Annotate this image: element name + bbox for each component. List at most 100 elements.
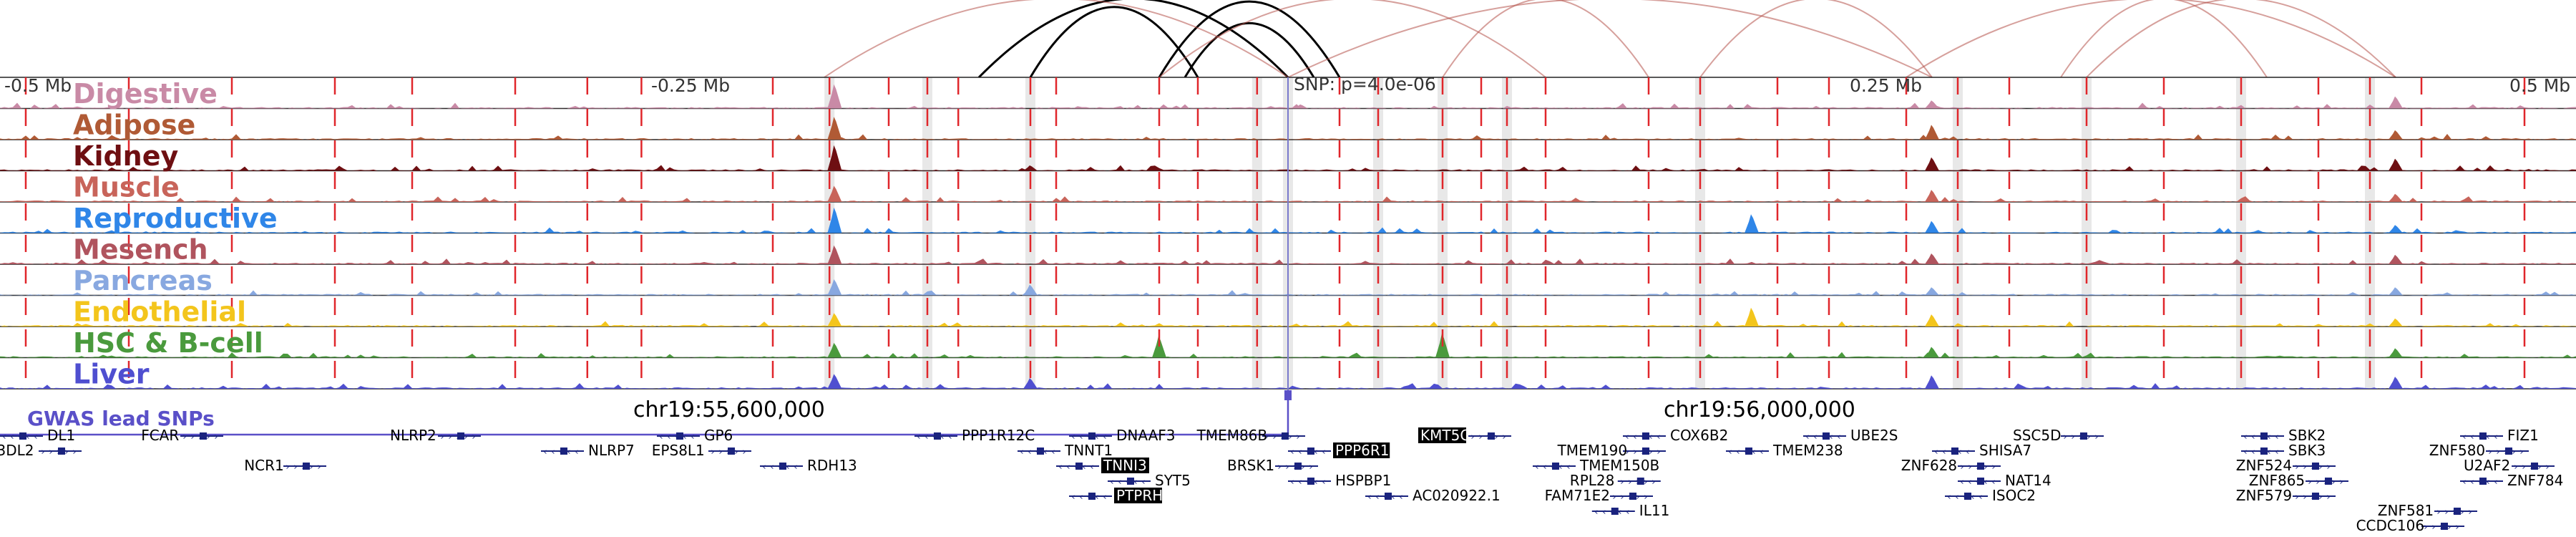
strand-arrow-icon: ›: [1301, 462, 1304, 473]
exon-block: [1294, 463, 1302, 470]
gene-brsk1: ›››››BRSK1: [1227, 457, 1318, 474]
strand-arrow-icon: ‹: [2462, 477, 2466, 488]
gene-rdh13: ‹‹‹‹‹RDH13: [760, 457, 857, 474]
exon-block: [2505, 448, 2512, 455]
gene-track: ‹‹‹‹‹DL1›››››FCAR›››››NLRP2‹‹‹‹‹GP6‹‹‹‹‹…: [0, 427, 2563, 534]
strand-arrow-icon: ‹: [2251, 432, 2255, 442]
gene-ptprh: ‹‹‹‹‹PTPRH: [1069, 487, 1163, 504]
track-peak: [1925, 253, 1939, 264]
gene-sbk3: ‹‹‹‹‹SBK3: [2241, 442, 2326, 459]
gene-label: SBK2: [2288, 427, 2326, 444]
gene-ube2s: ‹‹‹‹‹UBE2S: [1803, 427, 1898, 444]
strand-arrow-icon: ‹: [1043, 447, 1047, 458]
strand-arrow-icon: ‹: [1028, 447, 1031, 458]
exon-block: [19, 432, 26, 440]
exon-block: [1823, 432, 1830, 440]
strand-arrow-icon: ›: [317, 462, 321, 473]
gene-label: FCAR: [141, 427, 179, 444]
strand-arrow-icon: ›: [2537, 462, 2541, 473]
track-peak: [1925, 100, 1939, 109]
track-peak: [1023, 284, 1038, 296]
strand-arrow-icon: ‹: [1375, 492, 1379, 503]
gene-label: TMEM238: [1772, 442, 1843, 459]
exon-block: [1745, 448, 1752, 455]
strand-arrow-icon: ‹: [1626, 507, 1629, 518]
gene-tnni3: ‹‹‹‹‹TNNI3: [1056, 457, 1149, 474]
strand-arrow-icon: ‹: [543, 447, 547, 458]
track-peak: [1294, 104, 1308, 109]
strand-arrow-icon: ‹: [1103, 492, 1106, 503]
snp-pvalue-label: SNP: p=4.0e-06: [1294, 74, 1436, 95]
strand-arrow-icon: ›: [190, 432, 194, 442]
strand-arrow-icon: ‹: [1071, 432, 1075, 442]
gene-label: FIZ1: [2507, 427, 2539, 444]
strand-arrow-icon: ›: [2522, 462, 2525, 473]
gene-dl1: ‹‹‹‹‹DL1: [0, 427, 75, 444]
strand-arrow-icon: ‹: [924, 432, 928, 442]
gene-label: BRSK1: [1227, 457, 1274, 474]
strand-arrow-icon: ‹: [794, 462, 797, 473]
strand-arrow-icon: ‹: [1095, 432, 1098, 442]
strand-arrow-icon: ‹: [1805, 432, 1809, 442]
track-peak: [2389, 254, 2403, 264]
strand-arrow-icon: ›: [711, 447, 714, 458]
gene-nlrp7: ‹‹‹‹‹NLRP7: [541, 442, 635, 459]
gene-shisa7: ‹‹‹‹‹SHISA7: [1932, 442, 2031, 459]
strand-arrow-icon: ‹: [10, 432, 14, 442]
strand-arrow-icon: ‹: [1110, 477, 1113, 488]
gene-ssc5d: ›››››SSC5D: [2013, 427, 2104, 444]
gene-fiz1: ‹‹‹‹‹FIZ1: [2460, 427, 2539, 444]
gene-label: PPP1R12C: [962, 427, 1035, 444]
strand-arrow-icon: ›: [2339, 477, 2343, 488]
strand-arrow-icon: ‹: [786, 462, 789, 473]
track-label: Adipose: [73, 110, 195, 141]
track-peak: [827, 145, 842, 171]
exon-block: [1629, 493, 1636, 500]
strand-arrow-icon: ›: [1644, 492, 1647, 503]
exon-block: [1951, 448, 1958, 455]
strand-arrow-icon: ›: [1272, 432, 1276, 442]
gene-label: TNNT1: [1064, 442, 1113, 459]
scale-tick-label: 0.5 Mb: [2509, 75, 2570, 96]
strand-arrow-icon: ‹: [1728, 447, 1732, 458]
gene-label: ZNF784: [2507, 472, 2563, 489]
strand-arrow-icon: ‹: [659, 432, 663, 442]
exon-block: [1307, 478, 1314, 485]
track-label: Endothelial: [73, 296, 246, 328]
strand-arrow-icon: ›: [2326, 492, 2330, 503]
strand-arrow-icon: ›: [309, 462, 313, 473]
strand-arrow-icon: ›: [2447, 522, 2451, 533]
gene-hspbp1: ‹‹‹‹‹HSPBP1: [1288, 472, 1391, 489]
track-label: Muscle: [73, 172, 180, 203]
gene-znf524: ›››››ZNF524: [2236, 457, 2336, 474]
strand-arrow-icon: ‹: [2251, 447, 2255, 458]
strand-arrow-icon: ‹: [1082, 462, 1085, 473]
track-peak: [1023, 165, 1038, 171]
exon-block: [1088, 432, 1096, 440]
gene-znf581: ›››››ZNF581: [2378, 502, 2477, 519]
strand-arrow-icon: ›: [2424, 522, 2427, 533]
chromatin-loops: [824, 0, 2396, 79]
strand-arrow-icon: ›: [2087, 432, 2090, 442]
exon-block: [2260, 432, 2268, 440]
track-peak: [1023, 378, 1038, 389]
track-noise: [0, 196, 2576, 202]
track-peak: [1152, 336, 1166, 358]
gene-label: TMEM190: [1557, 442, 1628, 459]
strand-arrow-icon: ‹: [1618, 507, 1621, 518]
gene-highlight-box: [1333, 442, 1390, 458]
track-peak: [827, 84, 842, 109]
strand-arrow-icon: ‹: [2267, 432, 2270, 442]
gwas-label: GWAS lead SNPs: [27, 407, 215, 430]
strand-arrow-icon: ›: [214, 432, 218, 442]
gene-fam71e2: ›››››FAM71E2: [1545, 487, 1653, 504]
gene-tmem190: ›››››TMEM190: [1557, 442, 1666, 459]
exon-block: [1636, 478, 1644, 485]
strand-arrow-icon: ‹: [1979, 492, 1982, 503]
gene-label: ZNF628: [1901, 457, 1957, 474]
coordinate-label: chr19:55,600,000: [633, 397, 825, 422]
loop-arc: [1029, 6, 1199, 78]
track-peak: [827, 117, 842, 140]
track-label: Liver: [73, 359, 150, 390]
exon-block: [2531, 463, 2538, 470]
